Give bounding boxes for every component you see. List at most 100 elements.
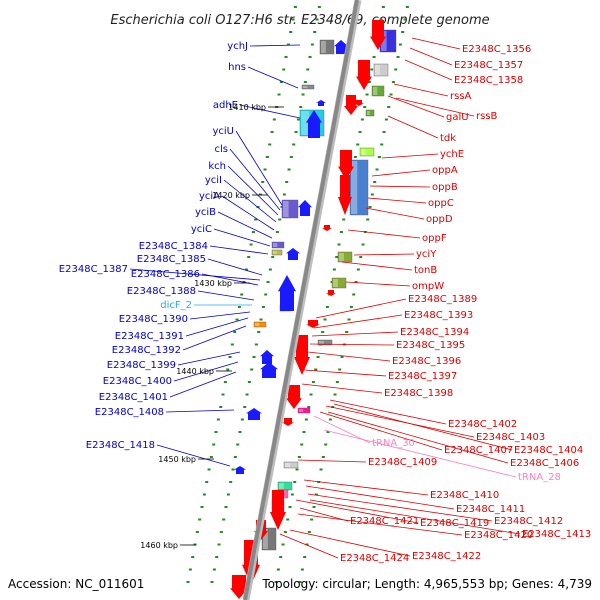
label-leader <box>369 185 431 188</box>
feature-label-right[interactable]: oppC <box>428 198 454 209</box>
feature-label-right[interactable]: E2348C_1421 <box>350 516 419 527</box>
feature-label-left[interactable]: E2348C_1400 <box>103 376 172 387</box>
feature-label-right[interactable]: E2348C_1398 <box>384 388 453 399</box>
feature-label-right[interactable]: oppF <box>422 233 447 244</box>
feature-label-left[interactable]: E2348C_1388 <box>127 286 196 297</box>
feature-label-right[interactable]: E2348C_1396 <box>392 356 461 367</box>
tick-mark <box>340 356 344 358</box>
feature-label-left[interactable]: E2348C_1390 <box>119 314 188 325</box>
right-feature-block <box>371 85 385 97</box>
feature-label-right[interactable]: E2348C_1404 <box>514 445 583 456</box>
feature-label-left[interactable]: dicF_2 <box>160 300 192 311</box>
feature-label-right[interactable]: E2348C_1420 <box>464 530 533 541</box>
map-title: Escherichia coli O127:H6 str. E2348/69, … <box>110 13 489 28</box>
feature-label-right[interactable]: galU <box>446 112 469 123</box>
right-feature-block <box>373 63 389 77</box>
feature-label-left[interactable]: ychJ <box>227 41 248 52</box>
feature-label-left[interactable]: yciU <box>212 126 234 137</box>
left-gene-arrow <box>306 110 322 138</box>
label-leader <box>409 47 453 66</box>
scale-label: 1430 kbp <box>194 279 232 288</box>
feature-label-right[interactable]: E2348C_1407 <box>444 445 513 456</box>
right-gene-arrow <box>270 490 286 530</box>
label-leader <box>313 314 403 329</box>
tick-mark <box>300 443 304 446</box>
tick-mark <box>282 68 286 71</box>
tick-mark <box>315 18 319 21</box>
tick-mark <box>283 531 287 533</box>
feature-label-right[interactable]: E2348C_1397 <box>388 371 457 382</box>
tick-mark <box>277 93 281 96</box>
feature-label-right[interactable]: E2348C_1406 <box>510 458 579 469</box>
label-leader <box>381 153 439 159</box>
feature-label-right[interactable]: E2348C_1411 <box>456 504 525 515</box>
tick-mark <box>295 468 299 471</box>
feature-label-left[interactable]: cls <box>215 144 229 155</box>
feature-label-right[interactable]: tRNA_28 <box>518 472 561 483</box>
label-leader <box>249 44 301 47</box>
tick-mark <box>366 218 370 221</box>
feature-label-left[interactable]: E2348C_1387 <box>59 264 128 275</box>
tick-mark <box>370 68 374 71</box>
feature-label-right[interactable]: E2348C_1409 <box>368 457 437 468</box>
feature-label-right[interactable]: rssA <box>450 91 472 102</box>
feature-label-left[interactable]: E2348C_1386 <box>131 269 200 280</box>
left-feature-block <box>301 84 315 90</box>
feature-label-right[interactable]: E2348C_1395 <box>396 340 465 351</box>
right-gene-arrow <box>326 290 336 296</box>
tick-mark <box>325 306 329 308</box>
feature-label-right[interactable]: E2348C_1419 <box>420 518 489 529</box>
feature-label-right[interactable]: E2348C_1410 <box>430 490 499 501</box>
feature-label-right[interactable]: E2348C_1357 <box>454 60 523 71</box>
feature-label-right[interactable]: E2348C_1393 <box>404 310 473 321</box>
feature-label-right[interactable]: yciY <box>416 249 437 260</box>
feature-label-right[interactable]: tdk <box>440 133 456 144</box>
feature-label-right[interactable]: E2348C_1389 <box>408 294 477 305</box>
feature-label-right[interactable]: E2348C_1402 <box>448 419 517 430</box>
feature-label-left[interactable]: E2348C_1408 <box>95 407 164 418</box>
feature-label-right[interactable]: tonB <box>414 265 437 276</box>
feature-label-right[interactable]: E2348C_1412 <box>494 516 563 527</box>
tick-mark <box>387 106 391 108</box>
label-leader <box>323 429 517 478</box>
label-leader <box>169 371 237 398</box>
feature-label-right[interactable]: E2348C_1413 <box>522 529 591 540</box>
feature-label-right[interactable]: E2348C_1358 <box>454 75 523 86</box>
feature-label-left[interactable]: yciB <box>195 207 216 218</box>
feature-label-right[interactable]: oppA <box>432 165 458 176</box>
feature-label-left[interactable]: E2348C_1401 <box>99 392 168 403</box>
feature-label-left[interactable]: E2348C_1418 <box>86 440 155 451</box>
feature-label-left[interactable]: E2348C_1392 <box>112 345 181 356</box>
tick-mark <box>209 456 213 458</box>
feature-label-right[interactable]: ompW <box>412 281 444 292</box>
feature-label-right[interactable]: E2348C_1356 <box>462 44 531 55</box>
feature-label-left[interactable]: hns <box>228 62 246 73</box>
tick-mark <box>250 368 254 371</box>
tick-mark <box>226 368 230 371</box>
feature-label-left[interactable]: yciC <box>191 224 212 235</box>
feature-label-left[interactable]: kch <box>208 161 226 172</box>
feature-label-right[interactable]: E2348C_1422 <box>412 551 481 562</box>
label-leader <box>297 459 367 463</box>
label-leader <box>387 115 439 139</box>
feature-label-left[interactable]: yciI <box>205 175 222 186</box>
feature-label-right[interactable]: oppB <box>432 182 458 193</box>
feature-tracks <box>186 6 409 599</box>
feature-label-right[interactable]: E2348C_1394 <box>400 327 469 338</box>
feature-label-left[interactable]: adhE <box>213 100 238 111</box>
tick-mark <box>304 418 308 421</box>
feature-label-right[interactable]: tRNA_30 <box>372 438 415 449</box>
feature-label-left[interactable]: yciA <box>199 191 220 202</box>
feature-label-left[interactable]: E2348C_1391 <box>115 331 184 342</box>
feature-label-left[interactable]: E2348C_1385 <box>137 254 206 265</box>
feature-label-right[interactable]: oppD <box>426 214 453 225</box>
feature-label-left[interactable]: E2348C_1399 <box>107 360 176 371</box>
feature-label-right[interactable]: E2348C_1403 <box>476 432 545 443</box>
feature-label-right[interactable]: E2348C_1424 <box>340 553 409 564</box>
feature-label-right[interactable]: rssB <box>476 111 498 122</box>
right-gene-arrow <box>344 95 358 115</box>
label-leader <box>182 325 247 351</box>
feature-label-left[interactable]: E2348C_1384 <box>139 241 208 252</box>
feature-label-right[interactable]: ychE <box>440 149 464 160</box>
tick-mark <box>328 418 332 421</box>
